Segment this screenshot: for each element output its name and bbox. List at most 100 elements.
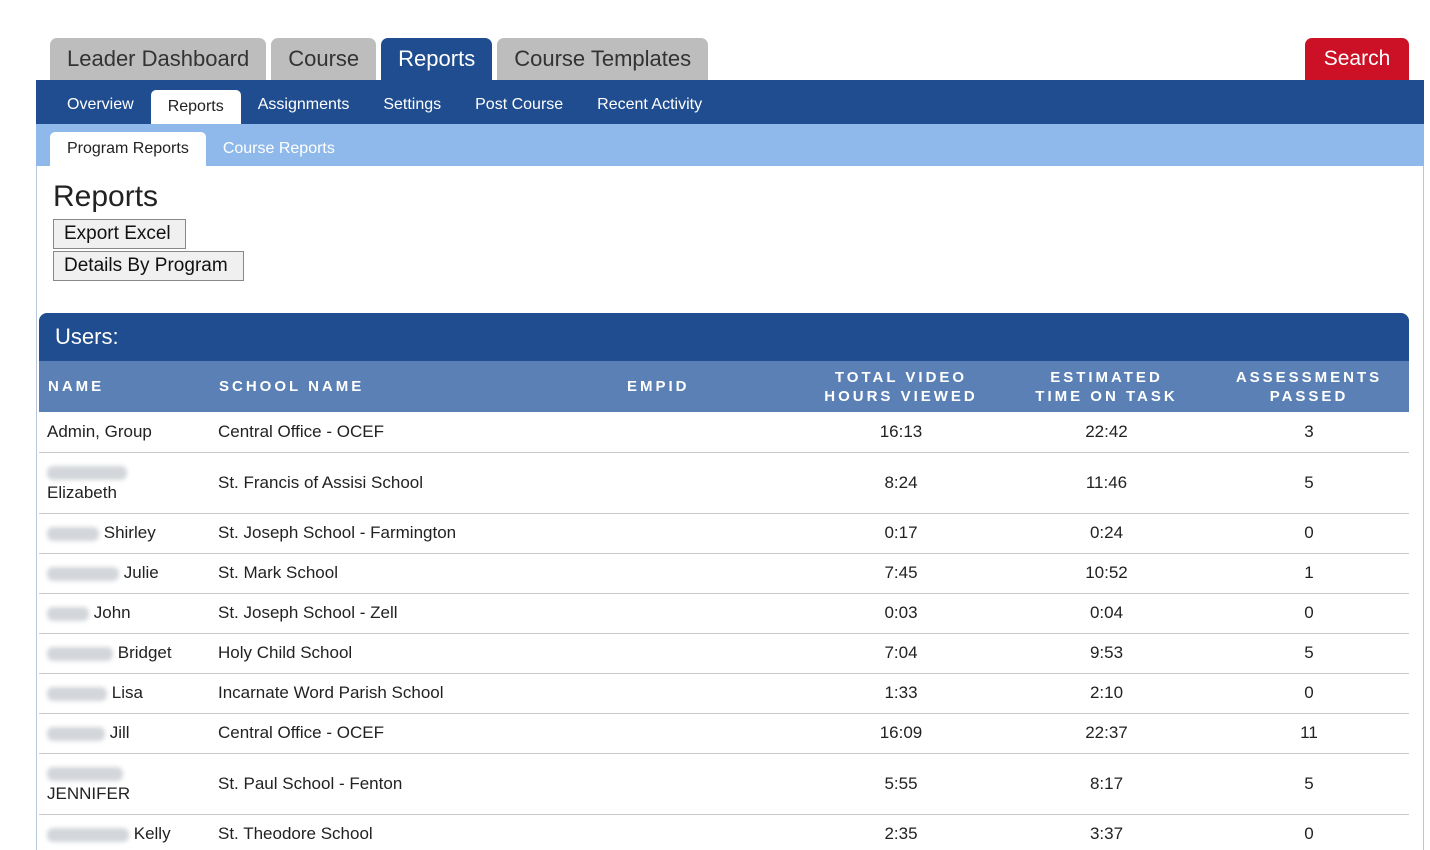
header-line: PASSED	[1269, 387, 1349, 405]
cell-video-hours: 16:13	[798, 412, 1004, 453]
cell-video-hours: 2:35	[798, 814, 1004, 850]
subtab-reports[interactable]: Reports	[150, 90, 241, 124]
first-name: Kelly	[133, 824, 171, 843]
cell-empid	[618, 713, 798, 754]
cell-school: St. Joseph School - Zell	[210, 593, 618, 634]
cell-time-on-task: 8:17	[1004, 753, 1209, 815]
redacted-name	[47, 646, 113, 661]
first-name: Bridget	[117, 643, 172, 662]
cell-time-on-task: 2:10	[1004, 673, 1209, 714]
cell-time-on-task: 22:42	[1004, 412, 1209, 453]
subtab-assignments[interactable]: Assignments	[257, 96, 350, 113]
cell-assessments: 11	[1209, 713, 1409, 754]
cell-time-on-task: 0:24	[1004, 513, 1209, 554]
column-header-empid[interactable]: EMPID	[618, 361, 798, 412]
cell-empid	[618, 412, 798, 453]
redacted-name	[47, 764, 210, 782]
subtab-post-course[interactable]: Post Course	[475, 96, 564, 113]
subtab-overview[interactable]: Overview	[67, 96, 134, 113]
redacted-name	[47, 526, 99, 541]
cell-school: St. Francis of Assisi School	[210, 452, 618, 514]
table-row[interactable]: JENNIFER St. Paul School - Fenton 5:55 8…	[39, 753, 1409, 815]
cell-video-hours: 5:55	[798, 753, 1004, 815]
cell-school: St. Theodore School	[210, 814, 618, 850]
cell-name: Julie	[39, 553, 210, 594]
cell-empid	[618, 553, 798, 594]
page-title: Reports	[53, 180, 159, 213]
subtab-settings[interactable]: Settings	[383, 96, 442, 113]
first-name: John	[93, 603, 131, 622]
tab-course-reports[interactable]: Course Reports	[222, 140, 335, 157]
tab-reports[interactable]: Reports	[381, 38, 493, 80]
users-header: Users:	[39, 313, 1409, 361]
cell-empid	[618, 633, 798, 674]
column-header-name[interactable]: NAME	[39, 361, 210, 412]
table-row[interactable]: Julie St. Mark School 7:45 10:52 1	[39, 553, 1409, 594]
cell-time-on-task: 10:52	[1004, 553, 1209, 594]
redacted-name	[47, 726, 105, 741]
cell-school: St. Paul School - Fenton	[210, 753, 618, 815]
table-header-row: NAME SCHOOL NAME EMPID TOTAL VIDEO HOURS …	[39, 361, 1409, 412]
table-row[interactable]: Lisa Incarnate Word Parish School 1:33 2…	[39, 673, 1409, 714]
cell-school: Central Office - OCEF	[210, 713, 618, 754]
header-line: ESTIMATED	[1050, 368, 1163, 386]
details-by-program-button[interactable]: Details By Program	[53, 251, 244, 281]
tab-leader-dashboard[interactable]: Leader Dashboard	[50, 38, 267, 80]
cell-time-on-task: 3:37	[1004, 814, 1209, 850]
cell-video-hours: 1:33	[798, 673, 1004, 714]
cell-school: Incarnate Word Parish School	[210, 673, 618, 714]
users-table: NAME SCHOOL NAME EMPID TOTAL VIDEO HOURS …	[39, 361, 1409, 850]
redacted-name	[47, 566, 119, 581]
cell-time-on-task: 9:53	[1004, 633, 1209, 674]
redacted-name	[47, 606, 89, 621]
first-name: Julie	[123, 563, 159, 582]
subtab-recent-activity[interactable]: Recent Activity	[597, 96, 703, 113]
users-panel: Users: NAME SCHOOL NAME EMPID TOTAL VIDE…	[39, 313, 1409, 850]
cell-name: Shirley	[39, 513, 210, 554]
table-row[interactable]: Shirley St. Joseph School - Farmington 0…	[39, 513, 1409, 554]
first-name: Elizabeth	[47, 482, 117, 502]
cell-school: Central Office - OCEF	[210, 412, 618, 453]
cell-name: John	[39, 593, 210, 634]
cell-time-on-task: 22:37	[1004, 713, 1209, 754]
cell-video-hours: 0:17	[798, 513, 1004, 554]
sub-nav-bar: Overview Reports Assignments Settings Po…	[36, 80, 1424, 124]
column-header-time-on-task[interactable]: ESTIMATED TIME ON TASK	[1004, 361, 1209, 412]
tab-course[interactable]: Course	[271, 38, 377, 80]
column-header-video-hours[interactable]: TOTAL VIDEO HOURS VIEWED	[798, 361, 1004, 412]
cell-assessments: 0	[1209, 593, 1409, 634]
report-type-nav: Program Reports Course Reports	[36, 124, 1424, 166]
cell-video-hours: 7:04	[798, 633, 1004, 674]
cell-assessments: 0	[1209, 673, 1409, 714]
export-excel-button[interactable]: Export Excel	[53, 219, 186, 249]
cell-name: Lisa	[39, 673, 210, 714]
tab-course-templates[interactable]: Course Templates	[497, 38, 709, 80]
cell-name: Elizabeth	[39, 452, 210, 514]
cell-school: St. Mark School	[210, 553, 618, 594]
header-line: HOURS VIEWED	[824, 387, 978, 405]
cell-assessments: 5	[1209, 452, 1409, 514]
search-button[interactable]: Search	[1305, 38, 1409, 80]
table-row[interactable]: Elizabeth St. Francis of Assisi School 8…	[39, 452, 1409, 514]
tab-program-reports[interactable]: Program Reports	[50, 132, 206, 166]
cell-empid	[618, 673, 798, 714]
cell-assessments: 5	[1209, 753, 1409, 815]
header-line: TOTAL VIDEO	[834, 368, 968, 386]
cell-name: Jill	[39, 713, 210, 754]
table-row[interactable]: Kelly St. Theodore School 2:35 3:37 0	[39, 814, 1409, 850]
column-header-assessments[interactable]: ASSESSMENTS PASSED	[1209, 361, 1409, 412]
table-row[interactable]: John St. Joseph School - Zell 0:03 0:04 …	[39, 593, 1409, 634]
table-row[interactable]: Admin, Group Central Office - OCEF 16:13…	[39, 412, 1409, 453]
table-row[interactable]: Jill Central Office - OCEF 16:09 22:37 1…	[39, 713, 1409, 754]
cell-video-hours: 8:24	[798, 452, 1004, 514]
cell-empid	[618, 753, 798, 815]
cell-time-on-task: 0:04	[1004, 593, 1209, 634]
cell-time-on-task: 11:46	[1004, 452, 1209, 514]
cell-school: Holy Child School	[210, 633, 618, 674]
cell-empid	[618, 513, 798, 554]
first-name: Lisa	[111, 683, 143, 702]
cell-video-hours: 7:45	[798, 553, 1004, 594]
table-row[interactable]: Bridget Holy Child School 7:04 9:53 5	[39, 633, 1409, 674]
column-header-school[interactable]: SCHOOL NAME	[210, 361, 618, 412]
first-name: Shirley	[103, 523, 156, 542]
